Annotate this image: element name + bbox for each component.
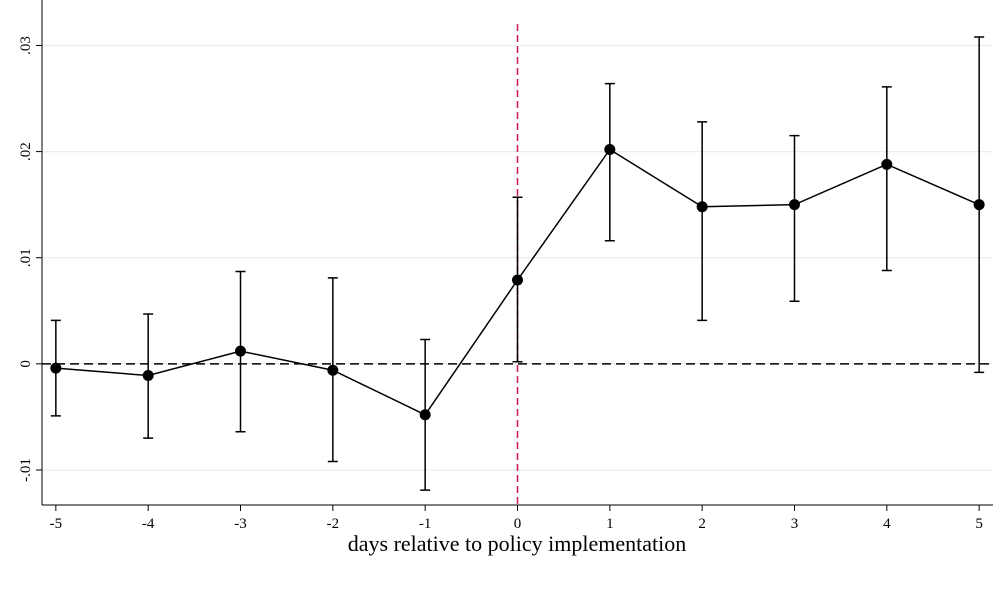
x-axis-title: days relative to policy implementation [348, 531, 686, 556]
x-tick-label: -2 [327, 516, 340, 532]
error-bar [881, 86, 892, 272]
point [327, 364, 339, 376]
x-tick-label: -5 [50, 516, 63, 532]
point [50, 362, 62, 374]
x-tick-label: 3 [791, 516, 799, 532]
point [235, 345, 247, 357]
x-tick-label: -1 [419, 516, 432, 532]
y-tick-label: -.01 [18, 458, 34, 482]
point [419, 409, 431, 421]
x-tick-label: 5 [975, 516, 983, 532]
y-tick-label: .01 [18, 248, 34, 267]
point [696, 201, 708, 213]
x-tick-label: -4 [142, 516, 155, 532]
x-tick-label: 0 [514, 516, 522, 532]
x-tick-label: 2 [698, 516, 706, 532]
y-tick-label: 0 [18, 360, 34, 368]
point [973, 199, 985, 211]
point [881, 158, 893, 170]
point [512, 274, 523, 286]
error-bar [697, 121, 708, 322]
x-tick-label: 1 [606, 516, 614, 532]
error-bar [789, 134, 800, 302]
y-tick-label: .03 [18, 36, 34, 55]
error-bar [604, 82, 615, 242]
y-tick-label: .02 [18, 142, 34, 161]
x-tick-label: 4 [883, 516, 891, 532]
point [142, 370, 154, 382]
point [604, 143, 616, 155]
x-tick-label: -3 [234, 516, 247, 532]
point [788, 199, 800, 211]
